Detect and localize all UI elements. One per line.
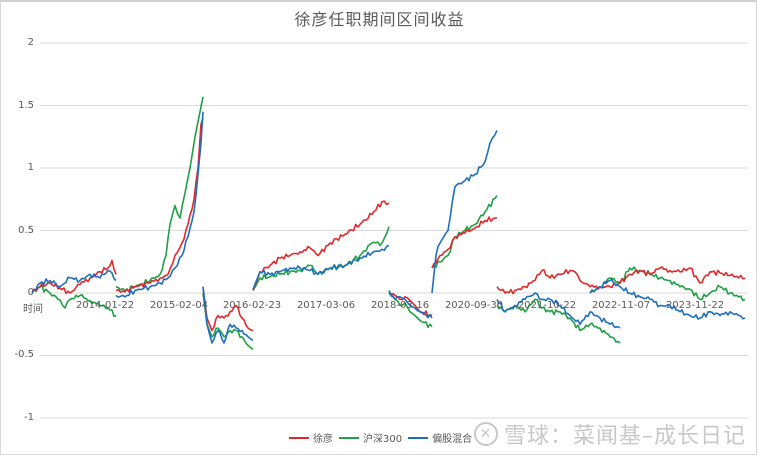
x-tick-label: 2015-02-04 [149, 300, 209, 311]
chart-legend: 徐彦 沪深300 偏股混合 [289, 430, 478, 445]
y-tick-label: 1 [27, 162, 34, 173]
series-line-0 [431, 216, 497, 269]
series-line-0 [388, 292, 433, 317]
watermark-text: 雪球：菜闻基–成长日记 [504, 424, 747, 449]
series-line-2 [252, 244, 390, 290]
series-line-2 [388, 290, 433, 319]
series-line-2 [496, 292, 621, 329]
x-tick-label: 2023-11-22 [665, 300, 725, 311]
series-line-2 [31, 269, 117, 294]
legend-label: 沪深300 [363, 434, 403, 445]
series-line-1 [202, 292, 254, 350]
series-line-0 [31, 259, 117, 295]
y-tick-label: -0.5 [14, 349, 34, 360]
legend-item-xuyan: 徐彦 [289, 430, 333, 445]
gridlines [40, 42, 748, 419]
series-line-1 [252, 226, 390, 291]
series-line-2 [431, 130, 498, 294]
series-lines [31, 96, 746, 350]
x-tick-label: 2021-10-22 [517, 300, 577, 311]
legend-swatch-red [289, 436, 309, 439]
y-tick-label: 0 [27, 287, 34, 298]
y-tick-label: 0.5 [18, 225, 34, 236]
legend-item-hs300: 沪深300 [339, 430, 402, 445]
series-line-2 [202, 286, 254, 344]
legend-swatch-green [339, 436, 359, 439]
x-tick-label: 2022-11-07 [591, 300, 651, 311]
y-tick-label: -1 [24, 412, 34, 423]
legend-swatch-blue [408, 436, 429, 439]
xueqiu-logo-icon: ✕ [474, 422, 498, 446]
x-tick-label: 2016-02-23 [222, 300, 282, 311]
x-tick-label: 2018-03-16 [370, 300, 430, 311]
watermark: ✕ 雪球：菜闻基–成长日记 [474, 418, 746, 450]
series-line-1 [31, 285, 117, 318]
legend-label: 徐彦 [313, 434, 333, 445]
series-line-1 [496, 298, 621, 344]
x-tick-label: 2020-09-30 [444, 300, 504, 311]
x-tick-label: 2017-03-06 [296, 300, 356, 311]
x-tick-label: 2014-01-22 [75, 300, 135, 311]
y-tick-label: 1.5 [18, 100, 34, 111]
series-line-1 [589, 266, 746, 302]
series-line-0 [115, 117, 204, 293]
legend-item-equity-mixed: 偏股混合 [408, 430, 472, 445]
legend-label: 偏股混合 [432, 434, 473, 445]
y-tick-label: 2 [27, 37, 34, 48]
series-line-2 [115, 111, 204, 299]
series-line-0 [496, 266, 746, 295]
series-line-0 [202, 286, 254, 332]
series-line-2 [589, 278, 746, 320]
series-line-1 [115, 96, 204, 293]
series-line-1 [431, 195, 498, 269]
x-axis-title: 时间 [23, 304, 43, 315]
series-line-0 [252, 200, 390, 291]
chart-title: 徐彦任职期间区间收益 [294, 10, 465, 29]
